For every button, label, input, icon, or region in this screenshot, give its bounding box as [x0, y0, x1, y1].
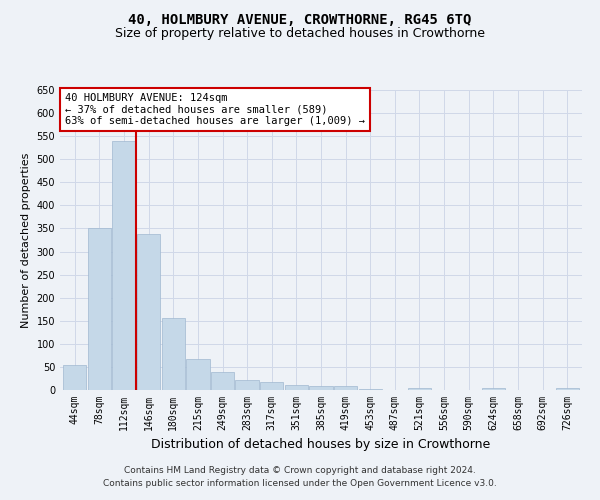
Bar: [235, 380, 259, 390]
Bar: [137, 234, 160, 390]
Bar: [211, 372, 234, 390]
Bar: [408, 388, 431, 390]
Text: 40 HOLMBURY AVENUE: 124sqm
← 37% of detached houses are smaller (589)
63% of sem: 40 HOLMBURY AVENUE: 124sqm ← 37% of deta…: [65, 93, 365, 126]
Y-axis label: Number of detached properties: Number of detached properties: [21, 152, 31, 328]
Bar: [186, 358, 209, 390]
Text: 40, HOLMBURY AVENUE, CROWTHORNE, RG45 6TQ: 40, HOLMBURY AVENUE, CROWTHORNE, RG45 6T…: [128, 12, 472, 26]
Bar: [334, 386, 358, 390]
Bar: [284, 386, 308, 390]
Text: Contains HM Land Registry data © Crown copyright and database right 2024.
Contai: Contains HM Land Registry data © Crown c…: [103, 466, 497, 487]
Bar: [556, 388, 579, 390]
Bar: [482, 388, 505, 390]
Text: Size of property relative to detached houses in Crowthorne: Size of property relative to detached ho…: [115, 28, 485, 40]
Bar: [260, 382, 283, 390]
Bar: [112, 141, 136, 390]
Bar: [161, 318, 185, 390]
Bar: [63, 364, 86, 390]
Bar: [310, 386, 332, 390]
Bar: [359, 388, 382, 390]
Bar: [88, 228, 111, 390]
X-axis label: Distribution of detached houses by size in Crowthorne: Distribution of detached houses by size …: [151, 438, 491, 452]
